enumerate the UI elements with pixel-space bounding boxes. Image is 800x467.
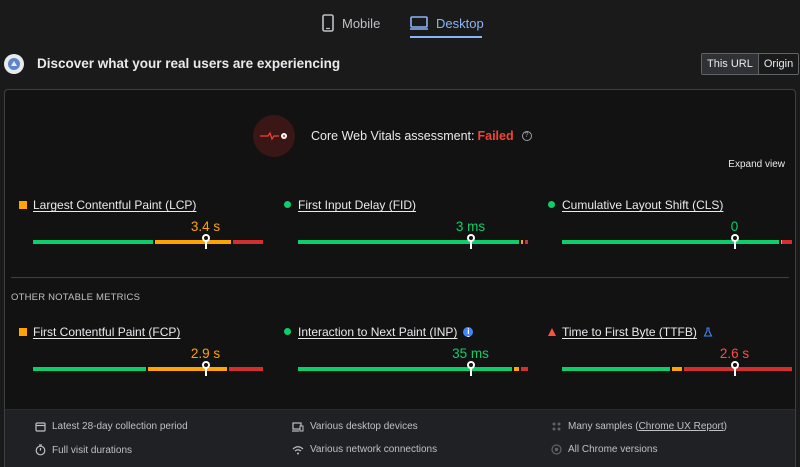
- toggle-this-url[interactable]: This URL: [702, 54, 759, 74]
- metric-value: 0: [730, 219, 739, 234]
- metric-value: 3 ms: [455, 219, 486, 234]
- collection-info-footer: Latest 28-day collection period Various …: [5, 409, 795, 467]
- distribution-bar: [298, 367, 528, 371]
- distribution-bar: [562, 240, 792, 244]
- needs-improvement-segment: [514, 367, 520, 371]
- tab-mobile[interactable]: Mobile: [322, 8, 380, 38]
- wifi-icon: [292, 445, 304, 454]
- needs-improvement-segment: [672, 367, 682, 371]
- metric-value: 2.9 s: [190, 346, 221, 361]
- help-icon[interactable]: ?: [521, 131, 532, 141]
- url-origin-toggle: This URL Origin: [701, 53, 800, 75]
- tab-mobile-label: Mobile: [342, 15, 381, 31]
- field-data-header: Discover what your real users are experi…: [0, 52, 800, 78]
- needs-improvement-segment: [521, 240, 524, 244]
- good-segment: [33, 367, 146, 371]
- needs-improvement-segment: [780, 240, 783, 244]
- good-segment: [33, 240, 153, 244]
- poor-segment: [524, 240, 528, 244]
- calendar-icon: [35, 422, 46, 432]
- poor-segment: [683, 367, 792, 371]
- phone-icon: [322, 14, 334, 32]
- distribution-bar: [33, 240, 263, 244]
- monitor-icon: [410, 16, 428, 30]
- metric-value: 2.6 s: [719, 346, 750, 361]
- metric-name-link[interactable]: Interaction to Next Paint (INP) i: [284, 325, 474, 339]
- good-segment: [298, 367, 513, 371]
- footer-item-durations: Full visit durations: [35, 444, 132, 456]
- toggle-origin[interactable]: Origin: [763, 58, 794, 70]
- metrics-panel: Core Web Vitals assessment: Failed ? Exp…: [4, 89, 796, 467]
- poor-segment: [781, 240, 792, 244]
- metric-name-link[interactable]: First Input Delay (FID): [284, 198, 416, 212]
- poor-segment: [233, 240, 263, 244]
- metric-fcp: First Contentful Paint (FCP) 2.9 s: [19, 325, 283, 385]
- percentile-marker: [201, 361, 210, 376]
- metric-lcp: Largest Contentful Paint (LCP) 3.4 s: [19, 198, 283, 258]
- percentile-marker: [466, 234, 475, 249]
- square-marker-icon: [19, 201, 27, 209]
- square-marker-icon: [19, 328, 27, 336]
- distribution-bar: [33, 367, 263, 371]
- percentile-marker: [730, 361, 739, 376]
- circle-marker-icon: [548, 201, 555, 208]
- samples-icon: [552, 422, 561, 431]
- triangle-marker-icon: [548, 328, 556, 336]
- percentile-marker: [201, 234, 210, 249]
- tab-desktop[interactable]: Desktop: [410, 8, 484, 38]
- flask-icon: [703, 327, 713, 337]
- metric-ttfb: Time to First Byte (TTFB) 2.6 s: [548, 325, 800, 385]
- metric-fid: First Input Delay (FID) 3 ms: [284, 198, 548, 258]
- metric-name-link[interactable]: First Contentful Paint (FCP): [19, 325, 180, 339]
- footer-item-samples: Many samples (Chrome UX Report): [551, 421, 727, 432]
- chrome-ux-report-link[interactable]: Chrome UX Report: [638, 421, 724, 432]
- info-icon[interactable]: i: [463, 327, 474, 337]
- device-tabs: Mobile Desktop: [0, 0, 800, 40]
- assessment-status: Core Web Vitals assessment: Failed ?: [311, 129, 532, 143]
- other-metrics-heading: OTHER NOTABLE METRICS: [11, 292, 141, 303]
- poor-segment: [228, 367, 263, 371]
- metric-name-link[interactable]: Largest Contentful Paint (LCP): [19, 198, 196, 212]
- devices-icon: [292, 421, 304, 432]
- metric-cls: Cumulative Layout Shift (CLS) 0: [548, 198, 800, 258]
- good-segment: [562, 240, 779, 244]
- footer-item-period: Latest 28-day collection period: [35, 421, 188, 432]
- metric-value: 35 ms: [452, 346, 489, 361]
- good-segment: [298, 240, 520, 244]
- metric-name-link[interactable]: Cumulative Layout Shift (CLS): [548, 198, 723, 212]
- tab-desktop-label: Desktop: [436, 15, 484, 31]
- page-title: Discover what your real users are experi…: [37, 56, 341, 71]
- timer-icon: [35, 444, 46, 456]
- expand-view-link[interactable]: Expand view: [728, 159, 785, 170]
- good-segment: [562, 367, 671, 371]
- distribution-bar: [562, 367, 792, 371]
- poor-segment: [521, 367, 528, 371]
- divider: [11, 277, 789, 278]
- footer-item-devices: Various desktop devices: [292, 421, 418, 432]
- assessment-label: Core Web Vitals assessment:: [311, 129, 475, 143]
- circle-marker-icon: [284, 201, 291, 208]
- distribution-bar: [298, 240, 528, 244]
- metric-value: 3.4 s: [190, 219, 221, 234]
- crux-logo-icon: [4, 54, 24, 74]
- circle-marker-icon: [284, 328, 291, 335]
- chrome-icon: [551, 444, 562, 455]
- metric-name-link[interactable]: Time to First Byte (TTFB): [548, 325, 713, 339]
- failed-assessment-icon: [253, 115, 295, 157]
- needs-improvement-segment: [148, 367, 227, 371]
- needs-improvement-segment: [154, 240, 232, 244]
- metric-inp: Interaction to Next Paint (INP) i 35 ms: [284, 325, 548, 385]
- assessment-result: Failed: [477, 129, 514, 143]
- percentile-marker: [466, 361, 475, 376]
- percentile-marker: [730, 234, 739, 249]
- footer-item-network: Various network connections: [292, 444, 437, 455]
- active-tab-indicator: [410, 36, 482, 38]
- footer-item-chrome: All Chrome versions: [551, 444, 657, 455]
